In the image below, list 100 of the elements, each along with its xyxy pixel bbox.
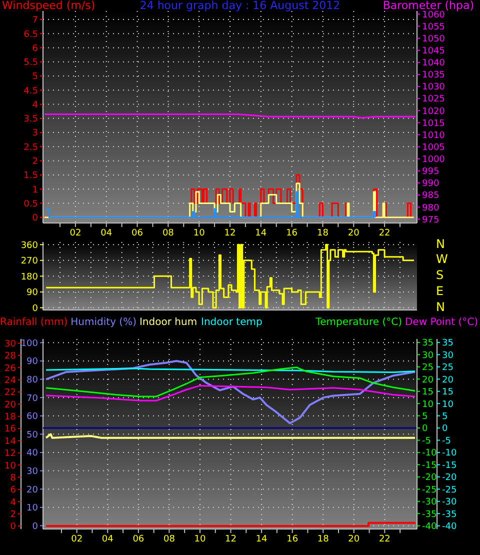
y-tick-label: 35 — [422, 338, 434, 349]
x-tick-label: 22 — [378, 534, 390, 544]
line-series — [45, 384, 416, 402]
y2-tick-label: 15 — [442, 388, 454, 398]
y2-tick-label: 1050 — [422, 34, 446, 44]
x-tick-label: 08 — [163, 534, 176, 544]
text: E — [436, 284, 444, 298]
x-tick-label: 04 — [100, 228, 112, 238]
y-tick-label: -35 — [422, 510, 437, 520]
y-tick-label: -40 — [422, 522, 437, 532]
y2-tick-label: 995 — [422, 167, 440, 178]
x-tick-label: 22 — [378, 228, 390, 238]
y2-tick-label: -5 — [442, 436, 451, 446]
text: Indoor hum — [139, 317, 198, 328]
x-tick-label: 20 — [348, 228, 360, 238]
y-axis-title: Windspeed (m/s) — [2, 0, 96, 12]
y2-tick-label: 1020 — [422, 106, 446, 117]
y-tick-label: 6.5 — [24, 30, 38, 40]
y2-tick-label: -20 — [442, 473, 457, 484]
x-tick-label: 06 — [132, 534, 144, 544]
x-tick-label: 20 — [348, 534, 360, 544]
y-tick-label: 20 — [26, 485, 38, 496]
y-tick-label: 80 — [26, 375, 38, 386]
text: S — [436, 268, 444, 282]
y2-tick-label: 5 — [442, 412, 448, 422]
y2-tick-label: 1055 — [422, 22, 445, 32]
y-tick-label: 0 — [32, 304, 38, 314]
y-tick-label: 0.5 — [24, 199, 38, 210]
text: Temperature (°C) — [316, 317, 402, 328]
y2-tick-label: 10 — [442, 400, 454, 410]
y2-tick-label: 1045 — [422, 46, 445, 57]
y3-tick-label: 12 — [4, 449, 16, 460]
y2-tick-label: 30 — [442, 350, 454, 361]
y2-tick-label: 985 — [422, 191, 440, 202]
text: W — [436, 252, 448, 266]
y3-tick-label: 2 — [10, 510, 16, 520]
y-tick-label: 100 — [20, 338, 38, 349]
y3-tick-label: 16 — [4, 424, 16, 435]
y-tick-label: 0 — [32, 522, 38, 532]
y-tick-label: -30 — [422, 498, 437, 508]
y-tick-label: 10 — [26, 504, 38, 514]
x-tick-label: 10 — [193, 228, 206, 238]
x-tick-label: 02 — [70, 228, 82, 238]
y2-tick-label: 1060 — [422, 10, 446, 20]
y2-tick-label: -15 — [442, 460, 457, 471]
y3-tick-label: 8 — [10, 473, 16, 484]
y3-tick-label: 14 — [4, 436, 16, 447]
x-tick-label: 12 — [225, 534, 236, 544]
y2-tick-label: -10 — [442, 448, 457, 459]
y-tick-label: -25 — [422, 485, 437, 496]
y2-tick-label: -35 — [442, 510, 457, 520]
x-tick-label: 12 — [224, 228, 236, 238]
x-tick-label: 18 — [317, 534, 330, 544]
y2-tick-label: 1035 — [422, 70, 445, 81]
y3-tick-label: 4 — [10, 498, 16, 508]
y2-tick-label: 0 — [442, 424, 448, 434]
y2-tick-label: 975 — [422, 215, 440, 226]
y2-tick-label: 1010 — [422, 130, 446, 141]
y-tick-label: 5.5 — [24, 58, 38, 68]
y-tick-label: -10 — [422, 448, 437, 459]
y-tick-label: 70 — [26, 394, 38, 404]
text: N — [436, 300, 445, 314]
y2-tick-label: 20 — [442, 375, 454, 386]
x-tick-label: 06 — [132, 228, 144, 238]
y-tick-label: 0 — [422, 424, 428, 434]
y-tick-label: 270 — [20, 256, 38, 267]
y3-tick-label: 6 — [10, 486, 16, 496]
x-tick-label: 16 — [286, 228, 298, 238]
y2-tick-label: 990 — [422, 179, 440, 190]
y-tick-label: 1.5 — [24, 171, 38, 182]
y3-tick-label: 28 — [4, 352, 16, 362]
text: N — [436, 236, 445, 251]
y-tick-label: -20 — [422, 473, 437, 484]
y-tick-label: 5 — [32, 72, 38, 82]
y2-axis-title: Barometer (hpa) — [382, 0, 474, 12]
text: Dew Point (°C) — [404, 317, 478, 328]
text: Indoor temp — [201, 317, 262, 328]
y-tick-label: 50 — [26, 430, 38, 440]
x-tick-label: 16 — [286, 534, 298, 544]
y-tick-label: -5 — [422, 436, 431, 446]
y-tick-label: 10 — [422, 400, 434, 410]
y-tick-label: 2 — [32, 157, 38, 168]
y2-tick-label: -40 — [442, 522, 457, 532]
y-tick-label: 30 — [26, 466, 38, 477]
y-tick-label: 60 — [26, 412, 38, 422]
y2-tick-label: 1005 — [422, 142, 445, 153]
y3-tick-label: 30 — [4, 339, 16, 350]
y2-tick-label: 35 — [442, 338, 454, 349]
y-tick-label: 180 — [20, 272, 38, 282]
y3-tick-label: 18 — [4, 412, 16, 423]
y-tick-label: 40 — [26, 448, 38, 459]
y-tick-label: 7 — [32, 16, 38, 26]
y3-tick-label: 26 — [4, 364, 16, 374]
y2-tick-label: -30 — [442, 498, 457, 508]
y-tick-label: 0 — [32, 214, 38, 224]
text: Humidity (%) — [70, 317, 136, 328]
y3-tick-label: 22 — [4, 388, 16, 398]
y-tick-label: 15 — [422, 388, 434, 398]
y-tick-label: 4.5 — [24, 86, 38, 96]
y-tick-label: 30 — [422, 350, 434, 361]
